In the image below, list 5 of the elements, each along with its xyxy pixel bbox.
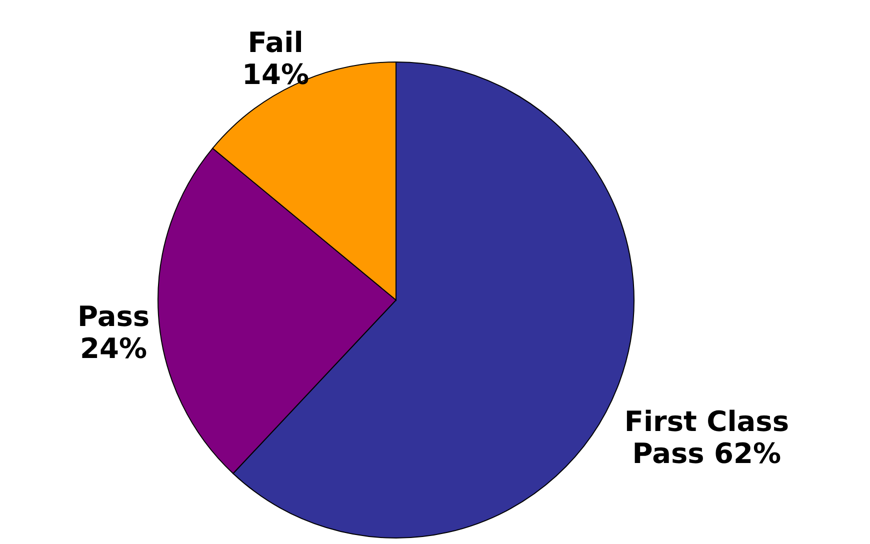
slice-label: First Class Pass 62%: [624, 405, 790, 470]
slice-label: Pass: [78, 300, 150, 333]
data-label: 24%: [80, 332, 148, 365]
slice-label: Fail: [248, 26, 304, 59]
data-label: 14%: [242, 58, 310, 91]
